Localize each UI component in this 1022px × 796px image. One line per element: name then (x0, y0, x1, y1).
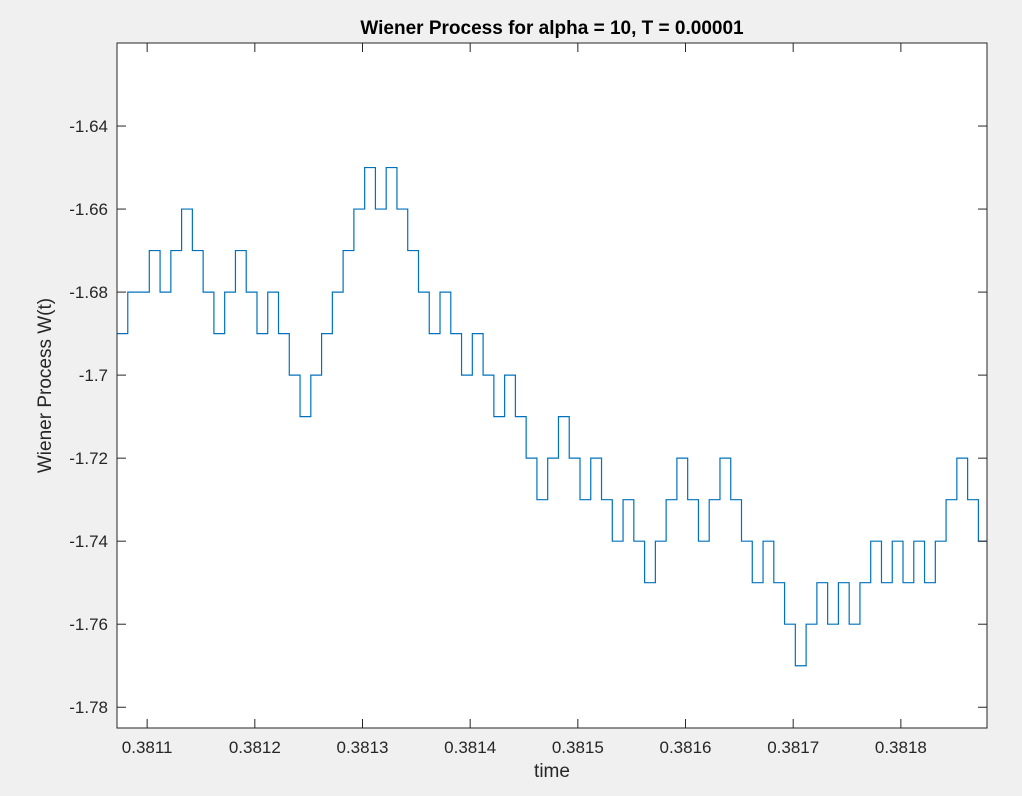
y-tick-label: -1.68 (69, 283, 108, 302)
y-tick-label: -1.66 (69, 200, 108, 219)
chart-title: Wiener Process for alpha = 10, T = 0.000… (360, 18, 744, 39)
x-tick-label: 0.3813 (336, 738, 388, 757)
y-tick-label: -1.76 (69, 615, 108, 634)
x-axis: 0.3811 0.3812 0.3813 0.3814 0.3815 0.3816 0.38… (122, 43, 927, 757)
axes-background (117, 43, 987, 728)
x-tick-label: 0.3816 (660, 738, 712, 757)
x-tick-label: 0.3818 (875, 738, 927, 757)
y-tick-label: -1.7 (79, 366, 108, 385)
y-tick-label: -1.78 (69, 698, 108, 717)
x-tick-label: 0.3814 (444, 738, 496, 757)
x-tick-label: 0.3811 (122, 738, 173, 757)
axes-box (116, 42, 988, 729)
y-axis-label: Wiener Process W(t) (35, 298, 56, 473)
series-line (117, 166, 987, 667)
x-axis-label: time (534, 761, 570, 782)
y-tick-label: -1.72 (69, 449, 108, 468)
y-tick-label: -1.74 (69, 532, 108, 551)
x-tick-label: 0.3812 (229, 738, 281, 757)
x-tick-label: 0.3815 (552, 738, 604, 757)
y-axis: -1.78 -1.76 -1.74 -1.72 -1.7 -1.68 -1.66 -1.64 (69, 117, 987, 717)
series-line-group (117, 166, 987, 667)
x-tick-label: 0.3817 (767, 738, 819, 757)
y-tick-label: -1.64 (69, 117, 108, 136)
